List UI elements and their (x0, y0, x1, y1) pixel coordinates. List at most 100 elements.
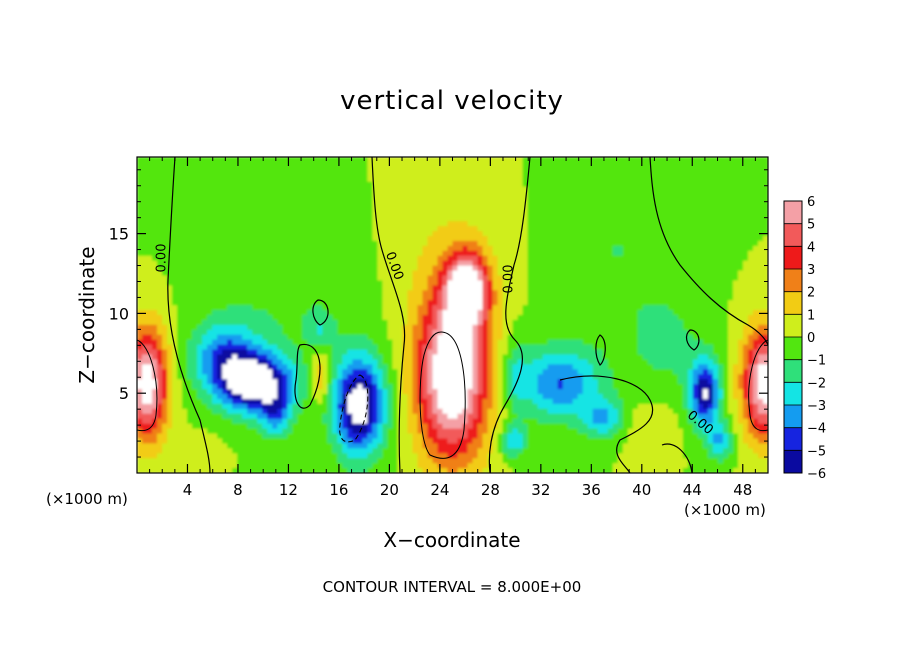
field-cell (707, 339, 714, 346)
field-cell (672, 226, 679, 232)
field-cell (237, 315, 243, 321)
field-cell (687, 324, 694, 331)
field-cell (277, 260, 283, 267)
field-cell (627, 265, 634, 272)
field-cell (392, 310, 399, 316)
field-cell (392, 290, 399, 296)
field-cell (272, 339, 278, 346)
field-cell (352, 305, 358, 311)
field-cell (697, 339, 704, 346)
field-cell (442, 226, 449, 232)
field-cell (472, 300, 479, 306)
field-cell (452, 161, 459, 168)
field-cell (287, 285, 293, 291)
field-cell (402, 329, 409, 336)
field-cell (477, 295, 484, 301)
field-cell (452, 201, 459, 207)
field-cell (147, 181, 153, 188)
field-cell (552, 285, 559, 291)
field-cell (382, 226, 388, 232)
field-cell (327, 161, 333, 168)
field-cell (442, 176, 449, 183)
field-cell (157, 290, 163, 296)
field-cell (472, 324, 479, 331)
field-cell (697, 319, 704, 326)
field-cell (232, 260, 238, 267)
field-cell (712, 206, 719, 212)
field-cell (522, 310, 529, 316)
field-cell (682, 275, 689, 282)
field-cell (342, 290, 348, 296)
field-cell (717, 324, 724, 331)
field-cell (367, 226, 373, 232)
field-cell (537, 334, 544, 341)
field-cell (442, 349, 449, 356)
field-cell (757, 344, 764, 351)
field-cell (237, 181, 243, 188)
field-cell (442, 196, 449, 203)
field-cell (262, 315, 268, 321)
field-cell (557, 171, 564, 178)
field-cell (137, 236, 143, 242)
field-cell (402, 211, 409, 217)
field-cell (482, 329, 489, 336)
field-cell (182, 206, 188, 212)
field-cell (557, 265, 564, 272)
field-cell (377, 211, 383, 217)
field-cell (717, 231, 724, 237)
field-cell (197, 166, 203, 173)
field-cell (732, 186, 739, 193)
field-cell (212, 206, 218, 212)
field-cell (692, 231, 699, 237)
field-cell (337, 275, 343, 282)
field-cell (687, 300, 694, 306)
field-cell (752, 171, 759, 178)
field-cell (217, 260, 223, 267)
field-cell (692, 196, 699, 203)
field-cell (587, 176, 594, 183)
field-cell (252, 157, 258, 163)
field-cell (582, 216, 589, 222)
field-cell (682, 240, 689, 247)
field-cell (677, 211, 684, 217)
field-cell (532, 315, 539, 321)
field-cell (627, 334, 634, 341)
field-cell (222, 171, 228, 178)
field-cell (237, 166, 243, 173)
field-cell (742, 191, 749, 198)
field-cell (232, 275, 238, 282)
field-cell (297, 310, 303, 316)
field-cell (592, 216, 599, 222)
field-cell (717, 211, 724, 217)
field-cell (712, 285, 719, 291)
field-cell (637, 275, 644, 282)
field-cell (762, 265, 768, 272)
field-cell (337, 245, 343, 252)
field-cell (607, 300, 614, 306)
field-cell (292, 211, 298, 217)
field-cell (522, 270, 529, 277)
field-cell (282, 171, 288, 178)
field-cell (292, 285, 298, 291)
field-cell (542, 211, 549, 217)
field-cell (737, 231, 744, 237)
field-cell (442, 191, 449, 198)
field-cell (327, 285, 333, 291)
field-cell (757, 171, 764, 178)
field-cell (202, 245, 208, 252)
field-cell (267, 349, 273, 356)
field-cell (392, 300, 399, 306)
field-cell (192, 260, 198, 267)
field-cell (752, 319, 759, 326)
field-cell (572, 260, 579, 267)
field-cell (547, 221, 554, 227)
field-cell (582, 319, 589, 326)
field-cell (727, 295, 734, 301)
field-cell (137, 285, 143, 291)
field-cell (372, 280, 378, 286)
field-cell (652, 161, 659, 168)
field-cell (152, 255, 158, 262)
field-cell (262, 176, 268, 183)
field-cell (487, 324, 494, 331)
field-cell (582, 206, 589, 212)
